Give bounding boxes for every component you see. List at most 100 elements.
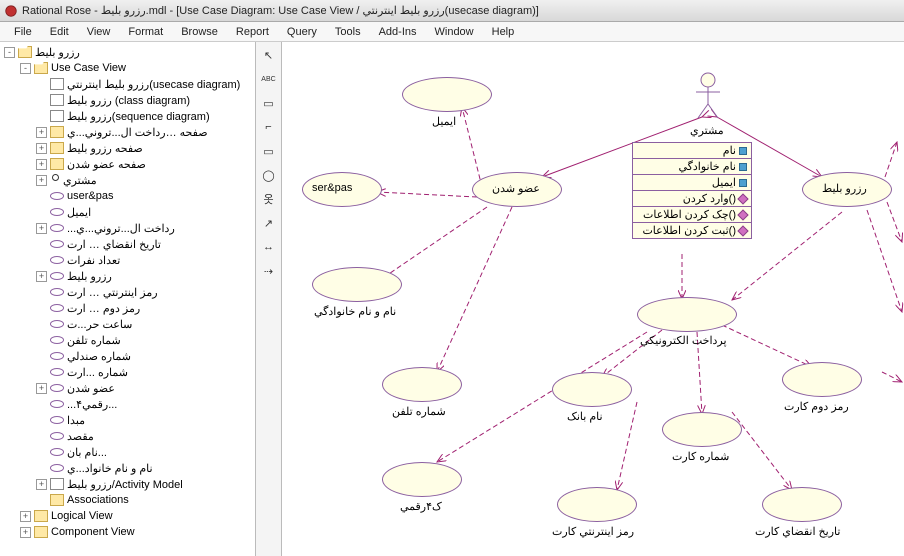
actor[interactable] (692, 72, 724, 120)
collapse-icon[interactable]: - (20, 63, 31, 74)
expand-icon[interactable]: + (36, 271, 47, 282)
tree-item[interactable]: مقصد (0, 428, 255, 444)
expand-icon[interactable]: + (20, 527, 31, 538)
tree-item[interactable]: +صفحه رزرو بليط (0, 140, 255, 156)
tree-item[interactable]: + صفحه عضو شدن (0, 156, 255, 172)
tree-item[interactable]: -رزرو بليط (0, 44, 255, 60)
usecase-namfam[interactable] (312, 267, 402, 302)
anchor-icon[interactable]: ⌐ (260, 118, 278, 136)
assoc-single-icon[interactable]: ↗ (260, 214, 278, 232)
expand-icon[interactable]: + (36, 479, 47, 490)
menu-report[interactable]: Report (228, 24, 277, 40)
menu-add-ins[interactable]: Add-Ins (371, 24, 425, 40)
usecase-payment[interactable] (637, 297, 737, 332)
usecase-label: ايميل (432, 115, 456, 128)
usecase-label: عضو شدن (492, 182, 540, 195)
text-abc-icon[interactable]: ABC (260, 70, 278, 88)
expand-icon[interactable]: + (36, 159, 47, 170)
tree-item[interactable]: رزرو بليط اينترنتي(usecase diagram) (0, 76, 255, 92)
oval-icon (50, 368, 64, 376)
expand-icon[interactable]: + (36, 383, 47, 394)
usecase-k4[interactable] (382, 462, 462, 497)
expand-icon[interactable]: + (36, 143, 47, 154)
tree-item[interactable]: رمز دوم … ارت (0, 300, 255, 316)
tree-item[interactable]: +صفحه …رداخت ال...تروني...ي (0, 124, 255, 140)
menu-query[interactable]: Query (279, 24, 325, 40)
tree-item[interactable]: +...رداخت ال...تروني...ي (0, 220, 255, 236)
tree-item[interactable]: ساعت حر...ت (0, 316, 255, 332)
tree-item[interactable]: شماره تلفن (0, 332, 255, 348)
app-icon (4, 4, 18, 18)
pointer-icon[interactable]: ↖ (260, 46, 278, 64)
diagram-canvas[interactable]: مشتري نامنام خانوادگيايميلوارد کردن()چک ک… (282, 42, 904, 556)
menu-window[interactable]: Window (427, 24, 482, 40)
tree-item[interactable]: نام بان... (0, 444, 255, 460)
attr-row: ايميل (633, 175, 751, 191)
class-box[interactable]: نامنام خانوادگيايميلوارد کردن()چک کردن ا… (632, 142, 752, 239)
tree-label: شماره صندلي (67, 350, 131, 363)
usecase-pass2[interactable] (782, 362, 862, 397)
expand-icon[interactable]: + (36, 223, 47, 234)
spacer (36, 399, 47, 410)
tree-item[interactable]: +مشتري (0, 172, 255, 188)
menu-edit[interactable]: Edit (42, 24, 77, 40)
tree-item[interactable]: -Use Case View (0, 60, 255, 76)
tree-item[interactable]: شماره صندلي (0, 348, 255, 364)
diagram-toolbar: ↖ ABC ▭ ⌐ ▭ ◯ 옷 ↗ ↔ ⇢ (256, 42, 282, 556)
oval-icon (50, 432, 64, 440)
expand-icon[interactable]: + (20, 511, 31, 522)
attribute-icon (739, 147, 747, 155)
usecase-bank[interactable] (552, 372, 632, 407)
tree-item[interactable]: مبدا (0, 412, 255, 428)
tree-panel[interactable]: -رزرو بليط-Use Case Viewرزرو بليط اينترن… (0, 42, 256, 556)
spacer (36, 463, 47, 474)
expand-icon[interactable]: + (36, 175, 47, 186)
tree-item[interactable]: ايميل (0, 204, 255, 220)
actor-icon[interactable]: 옷 (260, 190, 278, 208)
package-icon[interactable]: ▭ (260, 142, 278, 160)
tree-item[interactable]: + Logical View (0, 508, 255, 524)
tree-item[interactable]: +رزرو بليط (0, 268, 255, 284)
tree-item[interactable]: Associations (0, 492, 255, 508)
assoc-double-icon[interactable]: ↔ (260, 238, 278, 256)
tree-item[interactable]: user&pas (0, 188, 255, 204)
folder-icon (50, 142, 64, 154)
spacer (36, 335, 47, 346)
usecase-expdate[interactable] (762, 487, 842, 522)
menu-file[interactable]: File (6, 24, 40, 40)
usecase-label: رزرو بليط (822, 182, 867, 195)
usecase-email[interactable] (402, 77, 492, 112)
menu-view[interactable]: View (79, 24, 119, 40)
usecase-label: تاريخ انقضاي کارت (755, 525, 840, 538)
tree-item[interactable]: تاريخ انقضاي … ارت (0, 236, 255, 252)
tree-item[interactable]: +عضو شدن (0, 380, 255, 396)
tree-label: Associations (67, 494, 129, 506)
actor-label: مشتري (690, 124, 724, 137)
tree-item[interactable]: +رزرو بليط/Activity Model (0, 476, 255, 492)
folder-icon (34, 510, 48, 522)
tree-label: Logical View (51, 510, 113, 522)
menu-tools[interactable]: Tools (327, 24, 369, 40)
usecase-phone[interactable] (382, 367, 462, 402)
spacer (36, 431, 47, 442)
usecase-icon[interactable]: ◯ (260, 166, 278, 184)
tree-item[interactable]: ...۴رقمي... (0, 396, 255, 412)
tree-item[interactable]: نام و نام خانواد...ي (0, 460, 255, 476)
usecase-netpass[interactable] (557, 487, 637, 522)
dependency-icon[interactable]: ⇢ (260, 262, 278, 280)
menu-format[interactable]: Format (120, 24, 171, 40)
tree-item[interactable]: رمز اينترنتي … ارت (0, 284, 255, 300)
expand-icon[interactable]: + (36, 127, 47, 138)
op-row: چک کردن اطلاعات() (633, 207, 751, 223)
menu-help[interactable]: Help (484, 24, 523, 40)
tree-item[interactable]: شماره ...ارت (0, 364, 255, 380)
tree-label: صفحه عضو شدن (67, 158, 146, 171)
tree-item[interactable]: رزرو بليط (class diagram) (0, 92, 255, 108)
tree-item[interactable]: رزرو بليط(sequence diagram) (0, 108, 255, 124)
usecase-card[interactable] (662, 412, 742, 447)
menu-browse[interactable]: Browse (173, 24, 226, 40)
tree-item[interactable]: تعداد نفرات (0, 252, 255, 268)
collapse-icon[interactable]: - (4, 47, 15, 58)
tree-item[interactable]: +Component View (0, 524, 255, 540)
note-icon[interactable]: ▭ (260, 94, 278, 112)
